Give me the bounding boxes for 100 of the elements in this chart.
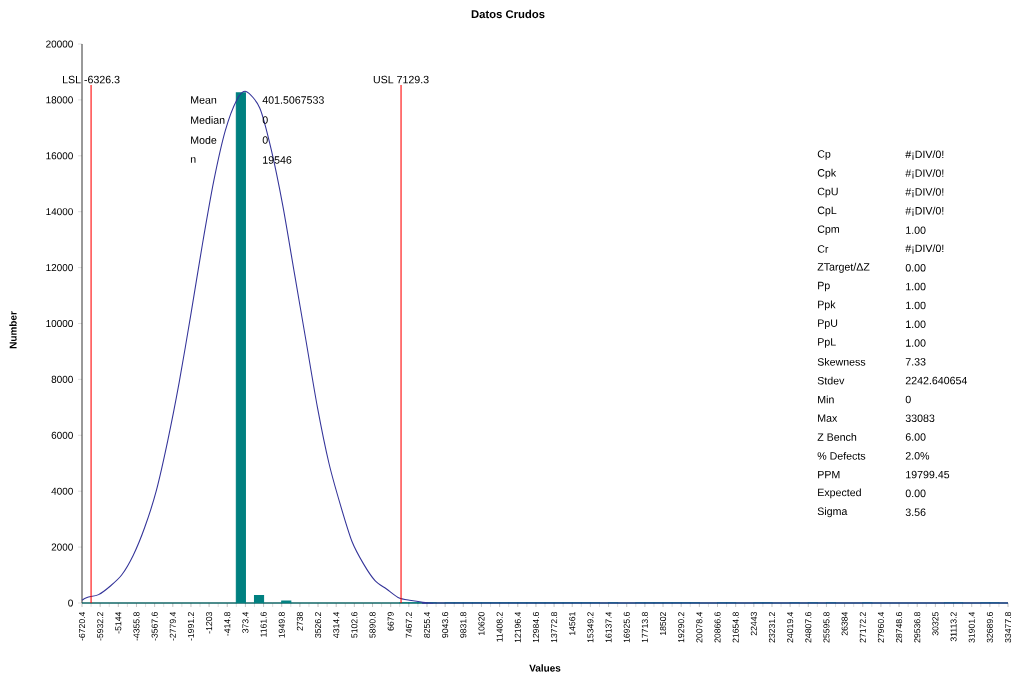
- x-tick-label: -1203: [206, 612, 213, 634]
- annotation: 19799.45: [906, 470, 950, 479]
- annotation: 2242.640654: [905, 376, 968, 385]
- x-tick-label: 14561: [569, 612, 576, 636]
- annotation: 1.00: [906, 301, 926, 310]
- annotation: #¡DIV/0!: [905, 206, 944, 217]
- annotation: % Defects: [817, 451, 866, 460]
- annotation: 1.00: [906, 339, 926, 347]
- x-tick-label: 26384: [841, 611, 848, 636]
- annotation: PpU: [818, 319, 838, 329]
- x-tick-label: 25595.8: [823, 612, 830, 643]
- ref-line-label: LSL -6326.3: [63, 75, 120, 84]
- x-tick-label: 29536.8: [914, 612, 921, 643]
- annotation: Cp: [817, 150, 831, 160]
- x-tick-label: 12984.6: [532, 612, 539, 643]
- annotation: Cr: [817, 245, 829, 253]
- annotation: 3.56: [905, 508, 926, 516]
- x-tick-label: 30325: [932, 612, 939, 636]
- x-tick-label: 27960.4: [877, 611, 884, 643]
- annotation: 19546: [263, 156, 292, 164]
- annotation: 0.00: [905, 264, 926, 272]
- annotation: n: [190, 157, 196, 163]
- x-tick-label: 12196.4: [514, 611, 521, 643]
- annotation: 401.5067533: [262, 96, 324, 104]
- y-tick-label: 16000: [46, 152, 73, 160]
- x-tick-label: 1949.8: [278, 612, 285, 638]
- y-tick-label: 4000: [51, 487, 73, 495]
- x-tick-label: 20866.6: [714, 612, 721, 643]
- annotation: Expected: [818, 488, 861, 499]
- x-tick-label: -6720.4: [78, 611, 86, 641]
- annotation: 33083: [905, 414, 935, 422]
- y-tick-label: 2000: [51, 543, 73, 551]
- annotation: CpU: [817, 187, 838, 198]
- annotation: ZTarget/ΔZ: [817, 262, 870, 273]
- x-tick-label: 22443: [750, 612, 757, 636]
- x-tick-label: 31901.4: [968, 611, 975, 643]
- x-tick-label: 10620: [478, 612, 485, 636]
- x-tick-label: 5102.6: [351, 612, 358, 638]
- y-tick-label: 0: [68, 599, 73, 607]
- x-tick-label: 3526.2: [315, 612, 322, 638]
- annotation: Mode: [191, 136, 217, 144]
- x-tick-label: 9831.8: [460, 612, 467, 638]
- annotation: PPM: [818, 470, 840, 479]
- annotation: Cpk: [817, 168, 837, 179]
- x-tick-label: 21654.8: [732, 612, 739, 643]
- chart-title: Datos Crudos: [471, 9, 545, 19]
- annotation: 1.00: [906, 226, 926, 234]
- x-tick-label: 11408.2: [496, 612, 503, 642]
- annotation: Ppk: [818, 300, 836, 311]
- x-tick-label: 4314.4: [333, 611, 340, 638]
- annotation: Sigma: [817, 507, 848, 518]
- annotation: #¡DIV/0!: [905, 169, 944, 179]
- x-tick-label: 13772.8: [551, 612, 558, 643]
- x-tick-label: 24019.4: [787, 611, 794, 643]
- annotation: 1.00: [906, 320, 926, 328]
- x-tick-label: 28748.6: [896, 612, 903, 643]
- x-tick-label: 373.4: [242, 611, 249, 633]
- x-tick-label: 33477.8: [1004, 612, 1012, 643]
- annotation: 0: [262, 136, 268, 144]
- annotation: 0.00: [905, 489, 926, 498]
- x-tick-label: 23231.2: [768, 612, 776, 643]
- annotation: CpL: [817, 206, 837, 217]
- annotation: 1.00: [906, 282, 926, 291]
- x-tick-label: 9043.6: [442, 612, 449, 638]
- x-tick-label: 24807.6: [805, 612, 812, 643]
- x-tick-label: 6679: [387, 612, 394, 631]
- y-tick-label: 14000: [46, 208, 73, 216]
- x-tick-label: 2738: [296, 612, 303, 631]
- y-tick-label: 10000: [46, 319, 73, 328]
- x-tick-label: 19290.2: [678, 612, 685, 643]
- annotation: Pp: [818, 281, 830, 292]
- x-tick-label: 20078.4: [696, 611, 703, 643]
- annotation: 7.33: [905, 358, 926, 366]
- y-axis-title: Number: [9, 311, 17, 349]
- x-tick-label: 27172.2: [859, 612, 866, 643]
- x-axis-title: Values: [529, 664, 561, 672]
- y-tick-label: 12000: [46, 264, 73, 272]
- annotation: #¡DIV/0!: [905, 187, 944, 198]
- x-tick-label: 1161.6: [260, 612, 267, 637]
- x-tick-label: 5890.8: [369, 612, 376, 638]
- annotation: #¡DIV/0!: [905, 244, 944, 254]
- annotation: 6.00: [905, 433, 926, 441]
- x-tick-label: 16925.6: [623, 612, 630, 643]
- x-tick-label: 16137.4: [605, 611, 612, 643]
- x-tick-label: -5932.2: [97, 612, 104, 641]
- y-tick-label: 18000: [46, 96, 73, 104]
- x-tick-label: 15349.2: [587, 612, 594, 643]
- y-tick-label: 6000: [51, 431, 73, 439]
- x-tick-label: 17713.8: [641, 612, 648, 643]
- annotation: #¡DIV/0!: [905, 150, 944, 160]
- y-tick-label: 8000: [51, 375, 73, 383]
- x-tick-label: -5144: [115, 611, 122, 634]
- ref-line-label: USL 7129.3: [373, 75, 429, 84]
- annotation: Skewness: [817, 357, 866, 366]
- x-tick-label: 31113.2: [950, 612, 957, 642]
- annotation: Max: [818, 414, 838, 422]
- x-tick-label: -4355.8: [133, 612, 140, 641]
- x-tick-label: -3567.6: [151, 612, 158, 641]
- annotation: Cpm: [817, 225, 839, 236]
- annotation: PpL: [818, 338, 836, 348]
